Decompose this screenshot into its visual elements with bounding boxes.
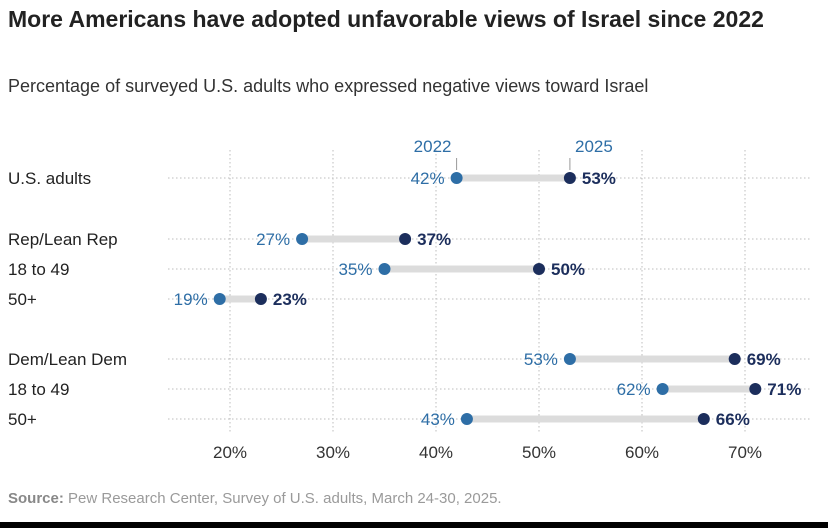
source-text: Pew Research Center, Survey of U.S. adul… — [63, 490, 502, 507]
point-2022 — [213, 293, 226, 305]
row-label: 18 to 49 — [8, 380, 69, 399]
x-tick-label: 70% — [728, 443, 762, 462]
x-tick-label: 50% — [522, 443, 556, 462]
bottom-border — [0, 522, 828, 528]
data-label-2022: 19% — [174, 290, 208, 309]
row-label: Dem/Lean Dem — [8, 350, 127, 369]
point-2022 — [460, 413, 473, 425]
x-tick-label: 60% — [625, 443, 659, 462]
x-tick-label: 20% — [213, 443, 247, 462]
point-2022 — [378, 263, 391, 275]
x-tick-label: 40% — [419, 443, 453, 462]
point-2022 — [563, 353, 576, 365]
data-label-2025: 53% — [582, 169, 616, 188]
point-2025 — [399, 233, 412, 245]
data-label-2022: 27% — [256, 230, 290, 249]
point-2022 — [656, 383, 669, 395]
point-2025 — [533, 263, 545, 275]
legend-label-2022: 2022 — [414, 137, 452, 156]
data-label-2025: 69% — [747, 350, 781, 369]
legend-label-2025: 2025 — [575, 137, 613, 156]
data-label-2022: 42% — [411, 169, 445, 188]
data-label-2025: 66% — [716, 410, 750, 429]
row-label: 18 to 49 — [8, 260, 69, 279]
dumbbell-chart: 20% 30% 40% 50% 60% 70% 2022 2025 U.S. adults 42%… — [8, 137, 812, 462]
data-label-2022: 62% — [617, 380, 651, 399]
point-2022 — [450, 172, 463, 184]
point-2022 — [296, 233, 309, 245]
data-label-2025: 71% — [767, 380, 801, 399]
source-label: Source: — [8, 490, 64, 507]
point-2025 — [563, 172, 576, 184]
data-label-2022: 43% — [421, 410, 455, 429]
chart-title: More Americans have adopted unfavorable … — [8, 6, 764, 32]
data-label-2025: 37% — [417, 230, 451, 249]
point-2025 — [697, 413, 710, 425]
data-label-2022: 35% — [338, 260, 372, 279]
row-label: 50+ — [8, 290, 37, 309]
chart-subtitle: Percentage of surveyed U.S. adults who e… — [8, 76, 649, 96]
row-label: U.S. adults — [8, 169, 91, 188]
point-2025 — [728, 353, 741, 365]
x-tick-label: 30% — [316, 443, 350, 462]
row-label: Rep/Lean Rep — [8, 230, 118, 249]
data-label-2025: 23% — [273, 290, 307, 309]
row-label: 50+ — [8, 410, 37, 429]
data-label-2022: 53% — [524, 350, 558, 369]
data-label-2025: 50% — [551, 260, 585, 279]
source-note: Source: Pew Research Center, Survey of U… — [8, 490, 502, 507]
point-2025 — [749, 383, 762, 395]
point-2025 — [254, 293, 267, 305]
